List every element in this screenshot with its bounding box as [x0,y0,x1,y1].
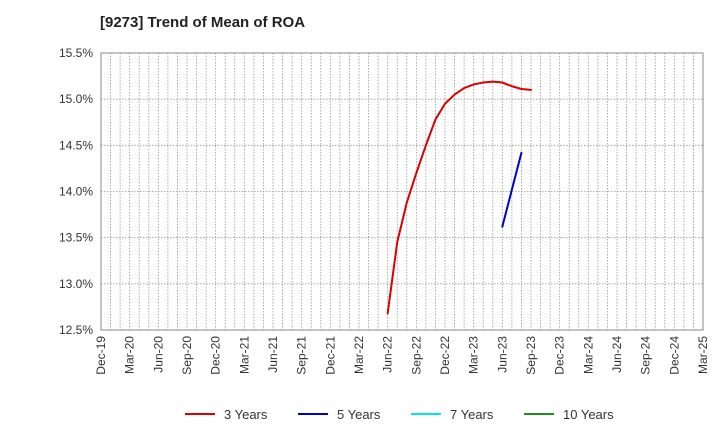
x-tick-label: Dec-20 [209,336,223,375]
y-tick-label: 14.5% [59,138,93,152]
x-tick-label: Dec-22 [438,336,452,375]
x-tick-label: Mar-20 [123,336,137,374]
y-tick-label: 13.0% [59,277,93,291]
x-tick-label: Sep-22 [409,336,423,375]
legend-label-10-years: 10 Years [563,407,614,422]
legend-label-7-years: 7 Years [450,407,494,422]
legend-label-5-years: 5 Years [337,407,381,422]
y-tick-label: 15.5% [59,46,93,60]
grid-layer [101,53,703,330]
axis-layer: 12.5% 13.0% 13.5% 14.0% 14.5% 15.0% 15.5% Dec-1… [59,46,710,375]
x-tick-label: Sep-23 [524,336,538,375]
y-tick-label: 13.5% [59,231,93,245]
x-tick-label: Mar-25 [696,336,710,374]
x-tick-label: Jun-23 [495,336,509,373]
x-tick-label: Mar-23 [467,336,481,374]
legend-label-3-years: 3 Years [224,407,268,422]
y-tick-label: 14.0% [59,185,93,199]
x-tick-label: Dec-19 [94,336,108,375]
x-tick-label: Jun-24 [610,336,624,373]
x-tick-label: Sep-21 [295,336,309,375]
legend: 3 Years 5 Years 7 Years 10 Years [185,407,614,422]
chart-title: [9273] Trend of Mean of ROA [100,14,306,31]
series-layer [386,80,532,315]
x-tick-label: Jun-21 [266,336,280,373]
x-tick-label: Sep-20 [180,336,194,375]
y-tick-label: 12.5% [59,323,93,337]
x-tick-label: Dec-24 [667,336,681,375]
x-tick-label: Sep-24 [639,336,653,375]
x-tick-label: Mar-21 [237,336,251,374]
x-tick-label: Mar-24 [581,336,595,374]
x-tick-label: Dec-23 [553,336,567,375]
series-line-5-years [501,151,523,228]
x-tick-label: Jun-20 [151,336,165,373]
series-line-3-years [386,80,532,315]
x-tick-label: Dec-21 [323,336,337,375]
y-tick-label: 15.0% [59,92,93,106]
x-tick-label: Mar-22 [352,336,366,374]
plot-border [100,52,704,331]
x-tick-label: Jun-22 [381,336,395,373]
